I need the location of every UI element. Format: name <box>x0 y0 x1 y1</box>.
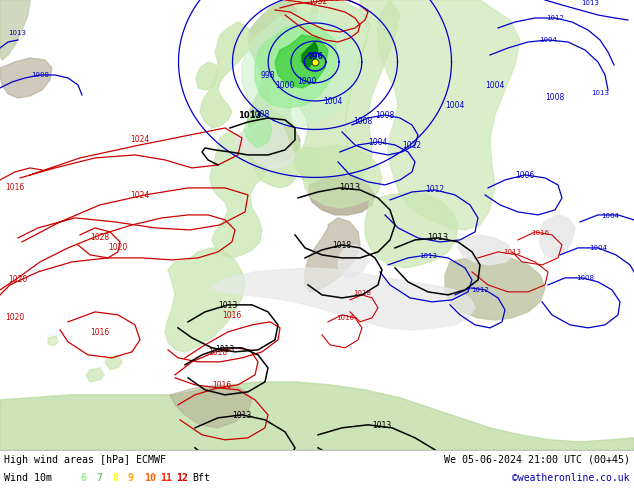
Text: 1016: 1016 <box>91 328 110 337</box>
Polygon shape <box>338 245 368 278</box>
Text: 1016: 1016 <box>336 315 354 321</box>
Polygon shape <box>445 255 545 320</box>
Polygon shape <box>105 355 122 370</box>
Text: 1016: 1016 <box>212 381 231 390</box>
Text: 1013: 1013 <box>419 253 437 259</box>
Polygon shape <box>458 235 512 265</box>
Polygon shape <box>165 248 245 352</box>
Text: 1004: 1004 <box>485 81 505 90</box>
Text: 1004: 1004 <box>589 245 607 251</box>
Text: 1016: 1016 <box>5 183 24 192</box>
Text: 1004: 1004 <box>601 213 619 219</box>
Text: 1018: 1018 <box>332 241 352 250</box>
Text: 1004: 1004 <box>368 138 387 147</box>
Polygon shape <box>305 218 360 292</box>
Polygon shape <box>235 118 295 168</box>
Polygon shape <box>540 215 575 258</box>
Text: 1013: 1013 <box>503 249 521 255</box>
Polygon shape <box>0 0 30 60</box>
Polygon shape <box>342 0 400 188</box>
Text: ©weatheronline.co.uk: ©weatheronline.co.uk <box>512 473 630 483</box>
Polygon shape <box>48 336 58 346</box>
Text: 11: 11 <box>160 473 172 483</box>
Text: High wind areas [hPa] ECMWF: High wind areas [hPa] ECMWF <box>4 455 166 465</box>
Text: We 05-06-2024 21:00 UTC (00+45): We 05-06-2024 21:00 UTC (00+45) <box>444 455 630 465</box>
Polygon shape <box>445 255 545 320</box>
Polygon shape <box>244 112 272 148</box>
Text: 1028: 1028 <box>91 233 110 242</box>
Text: 1028: 1028 <box>320 0 340 3</box>
Text: 1013: 1013 <box>591 90 609 96</box>
Text: 1013: 1013 <box>233 411 252 420</box>
Text: 1006: 1006 <box>515 171 534 180</box>
Text: 1012: 1012 <box>471 287 489 293</box>
Text: 1008: 1008 <box>375 111 394 120</box>
Text: 1008: 1008 <box>353 117 373 126</box>
Text: 1016: 1016 <box>531 230 549 236</box>
Polygon shape <box>308 175 375 215</box>
Text: 10: 10 <box>144 473 156 483</box>
Polygon shape <box>0 0 30 60</box>
Text: 1020: 1020 <box>5 313 24 322</box>
Text: 1008: 1008 <box>576 275 594 281</box>
Text: 1013: 1013 <box>218 301 238 310</box>
Polygon shape <box>0 382 634 450</box>
Polygon shape <box>0 58 52 98</box>
Text: 7: 7 <box>96 473 102 483</box>
Text: 1000: 1000 <box>297 77 317 86</box>
Text: 998: 998 <box>261 71 275 80</box>
Text: 1000: 1000 <box>275 81 295 90</box>
Text: 1013: 1013 <box>238 111 262 120</box>
Text: Wind 10m: Wind 10m <box>4 473 52 483</box>
Polygon shape <box>86 368 104 382</box>
Text: 9: 9 <box>128 473 134 483</box>
Text: 6: 6 <box>80 473 86 483</box>
Polygon shape <box>210 118 285 258</box>
Polygon shape <box>242 12 358 128</box>
Polygon shape <box>302 42 318 68</box>
Polygon shape <box>200 22 252 128</box>
Polygon shape <box>248 0 300 162</box>
Text: 8: 8 <box>112 473 118 483</box>
Text: 1012: 1012 <box>403 141 422 150</box>
Text: 1008: 1008 <box>250 110 269 119</box>
Text: 996: 996 <box>307 52 323 61</box>
Polygon shape <box>300 145 382 208</box>
Text: 1012: 1012 <box>425 185 444 194</box>
Polygon shape <box>377 0 520 230</box>
Text: 1020: 1020 <box>108 243 127 252</box>
Text: 1016: 1016 <box>223 311 242 320</box>
Text: 1024: 1024 <box>131 135 150 144</box>
Text: 1012: 1012 <box>546 15 564 21</box>
Text: 1008: 1008 <box>545 93 565 102</box>
Text: 1013: 1013 <box>216 345 235 354</box>
Polygon shape <box>275 35 328 88</box>
Polygon shape <box>248 0 318 188</box>
Text: 1018: 1018 <box>353 290 371 296</box>
Text: 1004: 1004 <box>323 97 343 106</box>
Text: 1004: 1004 <box>445 101 465 110</box>
Polygon shape <box>170 385 252 428</box>
Text: 1013: 1013 <box>372 421 392 430</box>
Text: 1013: 1013 <box>581 0 599 6</box>
Text: 1032: 1032 <box>308 0 328 6</box>
Polygon shape <box>295 0 370 192</box>
Text: 12: 12 <box>176 473 188 483</box>
Text: 1020: 1020 <box>8 275 27 284</box>
Polygon shape <box>210 268 475 330</box>
Text: 1004: 1004 <box>539 37 557 43</box>
Text: 1024: 1024 <box>131 191 150 200</box>
Polygon shape <box>365 192 458 268</box>
Polygon shape <box>196 62 218 90</box>
Text: 1013: 1013 <box>8 30 26 36</box>
Text: 1018: 1018 <box>209 348 228 357</box>
Polygon shape <box>294 148 320 175</box>
Text: Bft: Bft <box>192 473 210 483</box>
Polygon shape <box>255 25 338 108</box>
Text: 1013: 1013 <box>339 183 361 192</box>
Text: 1013: 1013 <box>427 233 449 242</box>
Text: 1008: 1008 <box>31 72 49 78</box>
